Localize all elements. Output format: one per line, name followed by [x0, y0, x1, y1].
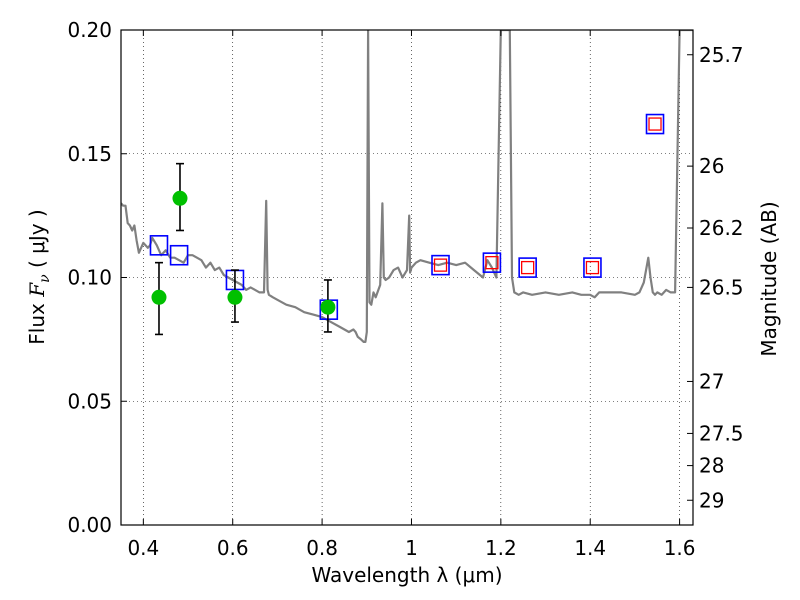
x-tick-label: 1.6: [664, 536, 696, 560]
y2-tick-label: 28: [699, 454, 724, 478]
x-tick-label: 0.6: [217, 536, 249, 560]
y2-tick-label: 27: [699, 369, 724, 393]
red-square-marker: [585, 260, 600, 275]
y-tick-label: 0.05: [67, 389, 112, 413]
y2-tick-label: 27.5: [699, 421, 744, 445]
x-tick-label: 1.4: [574, 536, 606, 560]
green-data-point: [227, 289, 243, 305]
y-tick-label: 0.00: [67, 513, 112, 537]
blue-square-marker: [518, 257, 537, 278]
y-axis-label: Flux Fν ( μJy ): [25, 209, 53, 344]
model-sed-line: [121, 30, 693, 343]
green-data-point: [151, 289, 167, 305]
x-tick-label: 1.2: [485, 536, 517, 560]
red-square-marker: [648, 117, 662, 131]
red-square-marker: [521, 260, 535, 275]
x-tick-label: 1: [405, 536, 418, 560]
y2-tick-label: 26: [699, 154, 724, 178]
y2-tick-label: 25.7: [699, 43, 744, 67]
red-square-marker: [433, 258, 448, 272]
x-tick-label: 0.8: [306, 536, 338, 560]
y-tick-label: 0.20: [67, 18, 112, 42]
blue-square-marker: [482, 252, 502, 273]
y2-tick-label: 29: [699, 488, 724, 512]
blue-square-marker: [169, 244, 189, 266]
red-square-marker: [485, 255, 499, 270]
blue-square-marker: [149, 235, 169, 256]
y-tick-label: 0.15: [67, 142, 112, 166]
y-tick-label: 0.10: [67, 266, 112, 290]
blue-square-marker: [583, 257, 602, 278]
plot-background: [121, 30, 693, 525]
x-axis-label: Wavelength λ (μm): [311, 563, 502, 587]
y2-tick-label: 26.2: [699, 216, 744, 240]
plot-area: [121, 30, 693, 343]
y2-tick-label: 26.5: [699, 275, 744, 299]
x-tick-label: 0.4: [127, 536, 159, 560]
green-data-point: [172, 190, 188, 206]
blue-square-marker: [645, 113, 665, 135]
green-data-point: [320, 299, 336, 315]
axis-ticks: 0.4 0.6 0.8 1 1.2 1.4 1.6 0.00 0.05 0.10 0.15 0.20 2…: [67, 18, 743, 560]
y2-axis-label: Magnitude (AB): [757, 201, 781, 356]
blue-square-marker: [431, 254, 450, 276]
